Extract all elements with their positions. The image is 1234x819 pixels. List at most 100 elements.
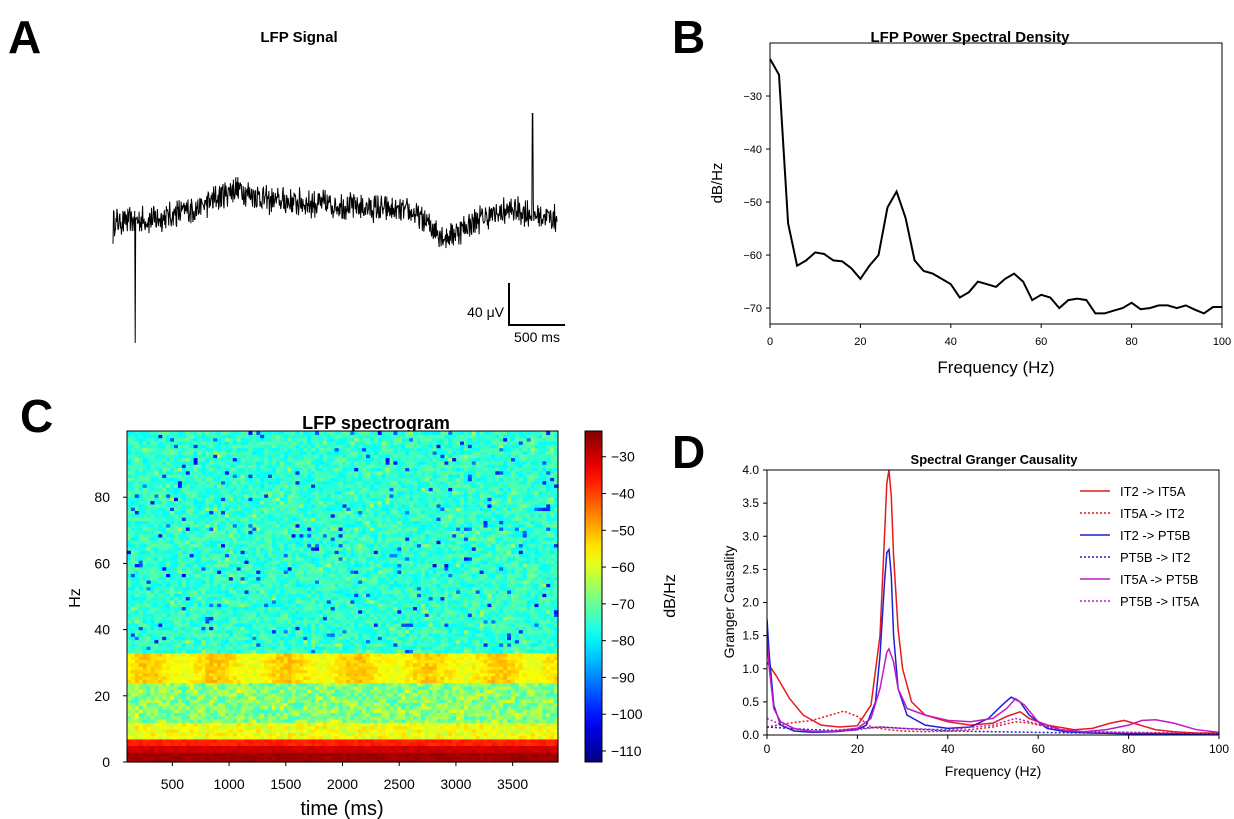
spectrogram-cell (432, 758, 438, 763)
spectrogram-cell (487, 709, 492, 713)
spectrogram-cell (514, 662, 520, 667)
spectrogram-cell (228, 656, 234, 660)
spectrogram-cell (268, 689, 273, 694)
spectrogram-cell (275, 705, 281, 710)
spectrogram-cell (444, 722, 449, 727)
spectrogram-cell (522, 689, 528, 694)
spectrogram-cell (299, 649, 304, 654)
spectrogram-cell (397, 692, 402, 697)
spectrogram-cell (405, 695, 410, 700)
spectrogram-cell (444, 613, 449, 617)
spectrogram-cell (467, 672, 473, 677)
spectrogram-cell (424, 622, 430, 627)
spectrogram-cell (542, 738, 547, 743)
spectrogram-cell (460, 646, 465, 651)
spectrogram-cell (413, 735, 418, 740)
spectrogram-cell (479, 636, 485, 641)
spectrogram-cell (205, 613, 210, 617)
spectrogram-cell (495, 682, 500, 687)
spectrogram-cell (385, 745, 391, 750)
spectrogram-cell (154, 712, 159, 717)
spectrogram-cell (448, 626, 453, 631)
spectrogram-cell (244, 666, 250, 670)
spectrogram-cell (542, 732, 547, 737)
spectrogram-cell (354, 685, 359, 690)
spectrogram-cell (518, 646, 524, 651)
spectrogram-cell (181, 728, 187, 733)
spectrogram-cell (397, 699, 402, 704)
spectrogram-cell (252, 672, 257, 677)
spectrogram-cell (146, 662, 152, 667)
spectrogram-cell (507, 672, 512, 677)
psd-ytick-label: −70 (743, 303, 762, 315)
spectrogram-cell (158, 745, 163, 750)
spectrogram-cell (287, 692, 293, 697)
spectrogram-cell (256, 675, 261, 680)
spectrogram-cell (279, 732, 285, 737)
spectrogram-cell (507, 745, 512, 750)
spectrogram-cell (491, 728, 496, 733)
spectrogram-cell (393, 646, 398, 651)
spectrogram-cell (299, 662, 304, 667)
spectrogram-cell (362, 755, 367, 760)
spectrogram-cell (224, 642, 230, 647)
spectrogram-cell (174, 755, 179, 760)
spectrogram-cell (318, 735, 324, 740)
spectrogram-cell (534, 722, 540, 727)
spectrogram-cell (142, 712, 148, 717)
spectrogram-cell (424, 689, 430, 694)
spectrogram-cell (268, 692, 273, 697)
spectrogram-cell (256, 742, 261, 747)
spectrogram-cell (275, 758, 281, 763)
spectrogram-cell (554, 672, 559, 677)
spectrogram-cell (158, 632, 163, 637)
spectrogram-cell (389, 626, 395, 631)
spectrogram-cell (330, 682, 336, 687)
spectrogram-cell (507, 735, 512, 740)
spectrogram-cell (467, 679, 473, 684)
spectrogram-cell (522, 705, 528, 710)
spectrogram-cell (240, 682, 246, 687)
spectrogram-cell (530, 662, 536, 667)
spectrogram-cell (299, 675, 304, 680)
spectrogram-cell (542, 728, 547, 733)
spectrogram-cell (471, 632, 477, 637)
spectrogram-cell (209, 715, 214, 720)
spectrogram-cell (318, 738, 324, 743)
spectrogram-cell (228, 692, 234, 697)
spectrogram-cell (354, 626, 359, 631)
spectrogram-cell (538, 656, 543, 660)
spectrogram-cell (491, 738, 496, 743)
spectrogram-cell (471, 613, 477, 617)
spectrogram-cell (436, 679, 442, 684)
spectrogram-cell (491, 742, 496, 747)
spectrogram-cell (213, 619, 218, 624)
spectrogram-cell (440, 685, 445, 690)
spectrogram-cell (510, 649, 516, 654)
spectrogram-cell (413, 725, 418, 730)
spectrogram-cell (201, 712, 206, 717)
spectrogram-cell (232, 718, 238, 723)
spectrogram-cell (268, 642, 273, 647)
spectrogram-cell (467, 629, 473, 634)
spectrogram-cell (264, 685, 269, 690)
spectrogram-cell (295, 652, 300, 657)
spectrogram-cell (413, 613, 418, 617)
spectrogram-cell (373, 613, 379, 617)
spectrogram-cell (389, 679, 395, 684)
spectrogram-cell (240, 666, 246, 670)
spectrogram-cell (205, 672, 210, 677)
spectrogram-cell (150, 649, 156, 654)
spectrogram-cell (534, 705, 540, 710)
spectrogram-cell (221, 725, 226, 730)
spectrogram-cell (205, 639, 210, 644)
spectrogram-cell (271, 702, 277, 707)
spectrogram-cell (174, 728, 179, 733)
spectrogram-cell (393, 689, 398, 694)
spectrogram-cell (491, 702, 496, 707)
spectrogram-cell (534, 732, 540, 737)
spectrogram-cell (366, 616, 371, 621)
spectrogram-cell (150, 613, 156, 617)
spectrogram-cell (428, 646, 434, 651)
spectrogram-cell (546, 675, 551, 680)
